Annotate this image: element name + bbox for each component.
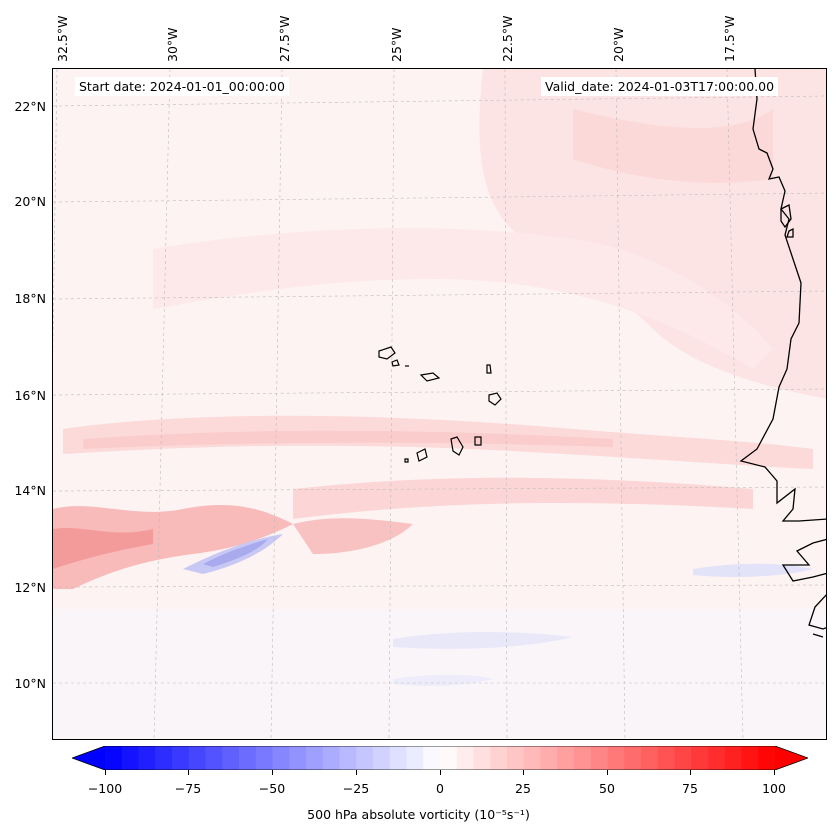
lon-label-25w: 25°W bbox=[389, 27, 404, 62]
colorbar-segment bbox=[289, 746, 307, 770]
colorbar-segment bbox=[708, 746, 726, 770]
colorbar-segment bbox=[641, 746, 659, 770]
colorbar-segment bbox=[724, 746, 742, 770]
cb-tickmark-2 bbox=[272, 770, 273, 775]
lon-label-27-5w: 27.5°W bbox=[277, 15, 292, 62]
valid-date-label: Valid_date: 2024-01-03T17:00:00.00 bbox=[541, 77, 779, 96]
lon-label-22-5w: 22.5°W bbox=[500, 15, 515, 62]
colorbar-segment bbox=[574, 746, 592, 770]
cape-verde-islands bbox=[378, 346, 502, 463]
colorbar-segment bbox=[172, 746, 190, 770]
cb-tick-50: 50 bbox=[599, 781, 615, 796]
start-date-label: Start date: 2024-01-01_00:00:00 bbox=[75, 77, 289, 96]
colorbar-segment bbox=[121, 746, 139, 770]
colorbar-segment bbox=[155, 746, 173, 770]
cb-tickmark-3 bbox=[356, 770, 357, 775]
colorbar-segment bbox=[205, 746, 223, 770]
colorbar-extend-max bbox=[775, 746, 808, 770]
cb-tickmark-4 bbox=[440, 770, 441, 775]
vorticity-map bbox=[53, 69, 826, 739]
map-panel[interactable] bbox=[52, 68, 827, 740]
cb-tick-minus-100: −100 bbox=[87, 781, 123, 796]
cb-tick-0: 0 bbox=[436, 781, 444, 796]
lat-label-12n: 12°N bbox=[14, 580, 46, 595]
colorbar-segment bbox=[523, 746, 541, 770]
vorticity-field bbox=[53, 69, 826, 739]
colorbar-segment bbox=[507, 746, 525, 770]
colorbar-segment bbox=[473, 746, 491, 770]
colorbar-segment bbox=[691, 746, 709, 770]
colorbar-segment bbox=[456, 746, 474, 770]
cb-tick-minus-75: −75 bbox=[174, 781, 202, 796]
cb-tickmark-1 bbox=[188, 770, 189, 775]
colorbar-segment bbox=[657, 746, 675, 770]
colorbar-segment bbox=[741, 746, 759, 770]
cb-tickmark-5 bbox=[523, 770, 524, 775]
cb-tick-100: 100 bbox=[762, 781, 786, 796]
colorbar-label: 500 hPa absolute vorticity (10⁻⁵s⁻¹) bbox=[307, 807, 530, 822]
lon-label-17-5w: 17.5°W bbox=[722, 15, 737, 62]
cb-tick-75: 75 bbox=[682, 781, 698, 796]
colorbar-segment bbox=[255, 746, 273, 770]
colorbar-segment bbox=[590, 746, 608, 770]
colorbar-segment bbox=[389, 746, 407, 770]
colorbar-segment bbox=[222, 746, 240, 770]
lat-label-14n: 14°N bbox=[14, 483, 46, 498]
colorbar-segment bbox=[138, 746, 156, 770]
colorbar-segment bbox=[674, 746, 692, 770]
lat-label-20n: 20°N bbox=[14, 194, 46, 209]
colorbar-segment bbox=[758, 746, 776, 770]
colorbar-segment bbox=[607, 746, 625, 770]
africa-coastline bbox=[739, 69, 826, 638]
colorbar-segment bbox=[322, 746, 340, 770]
colorbar bbox=[72, 746, 808, 770]
colorbar-segment bbox=[373, 746, 391, 770]
colorbar-segment bbox=[624, 746, 642, 770]
lon-label-30w: 30°W bbox=[165, 27, 180, 62]
graticule bbox=[53, 69, 826, 739]
lat-label-18n: 18°N bbox=[14, 291, 46, 306]
colorbar-segment bbox=[557, 746, 575, 770]
lon-label-32-5w: 32.5°W bbox=[55, 15, 70, 62]
colorbar-extend-min bbox=[72, 746, 105, 770]
colorbar-segment bbox=[339, 746, 357, 770]
colorbar-segment bbox=[188, 746, 206, 770]
colorbar-segment bbox=[272, 746, 290, 770]
lat-label-16n: 16°N bbox=[14, 388, 46, 403]
colorbar-segment bbox=[306, 746, 324, 770]
colorbar-segment bbox=[423, 746, 441, 770]
lat-label-10n: 10°N bbox=[14, 676, 46, 691]
cb-tickmark-8 bbox=[774, 770, 775, 775]
cb-tick-minus-50: −50 bbox=[258, 781, 286, 796]
colorbar-segment bbox=[440, 746, 458, 770]
cb-tick-25: 25 bbox=[515, 781, 531, 796]
lat-label-22n: 22°N bbox=[14, 99, 46, 114]
cb-tickmark-7 bbox=[690, 770, 691, 775]
colorbar-segment bbox=[490, 746, 508, 770]
cb-tick-minus-25: −25 bbox=[342, 781, 370, 796]
colorbar-segment bbox=[540, 746, 558, 770]
colorbar-segment bbox=[105, 746, 123, 770]
cb-tickmark-0 bbox=[105, 770, 106, 775]
colorbar-segment bbox=[406, 746, 424, 770]
lon-label-20w: 20°W bbox=[611, 27, 626, 62]
colorbar-segment bbox=[239, 746, 257, 770]
colorbar-segment bbox=[356, 746, 374, 770]
cb-tickmark-6 bbox=[607, 770, 608, 775]
